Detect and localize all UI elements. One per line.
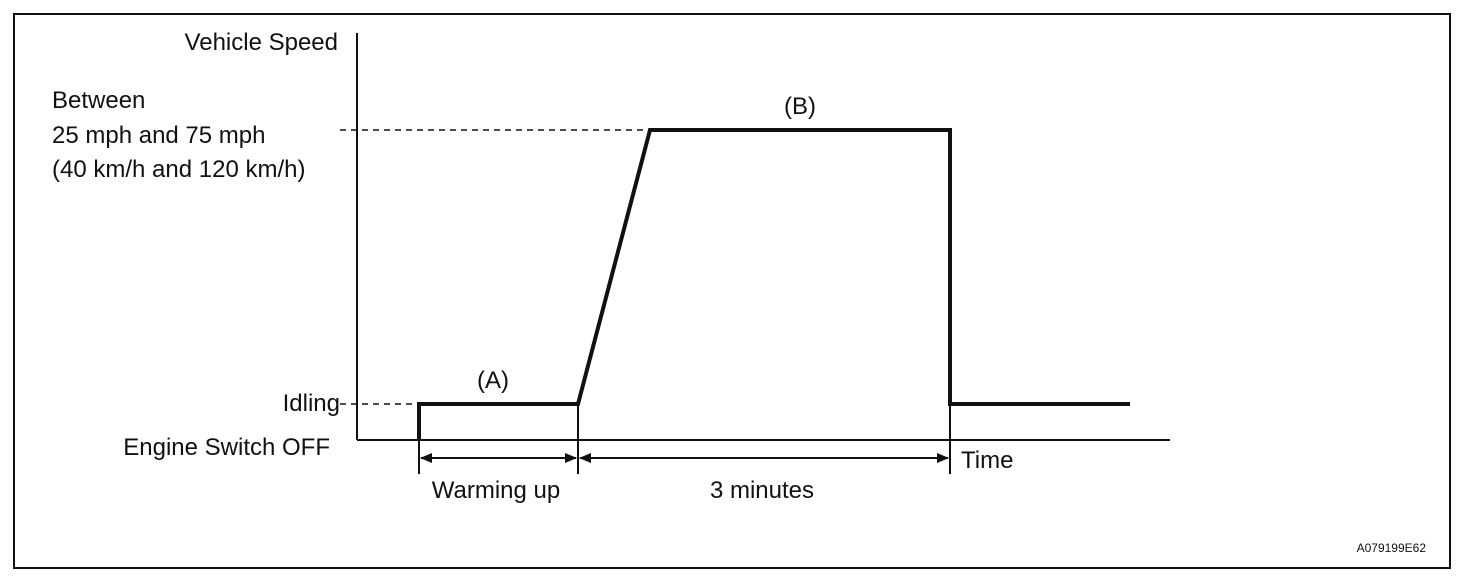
interval-label: Warming up [432, 477, 560, 504]
interval-label: 3 minutes [710, 477, 814, 504]
speed-range-label: Between [52, 87, 145, 114]
engine-off-label: Engine Switch OFF [123, 434, 330, 461]
speed-range-label: 25 mph and 75 mph [52, 122, 265, 149]
phase-label: (B) [784, 93, 816, 120]
frame [13, 13, 1451, 569]
x-axis-title: Time [961, 447, 1013, 474]
y-axis-title: Vehicle Speed [185, 29, 338, 56]
phase-label: (A) [477, 367, 509, 394]
speed-range-label: (40 km/h and 120 km/h) [52, 156, 305, 183]
speed-profile [417, 128, 1130, 440]
idling-label: Idling [283, 390, 340, 417]
figure-id: A079199E62 [1357, 541, 1427, 555]
